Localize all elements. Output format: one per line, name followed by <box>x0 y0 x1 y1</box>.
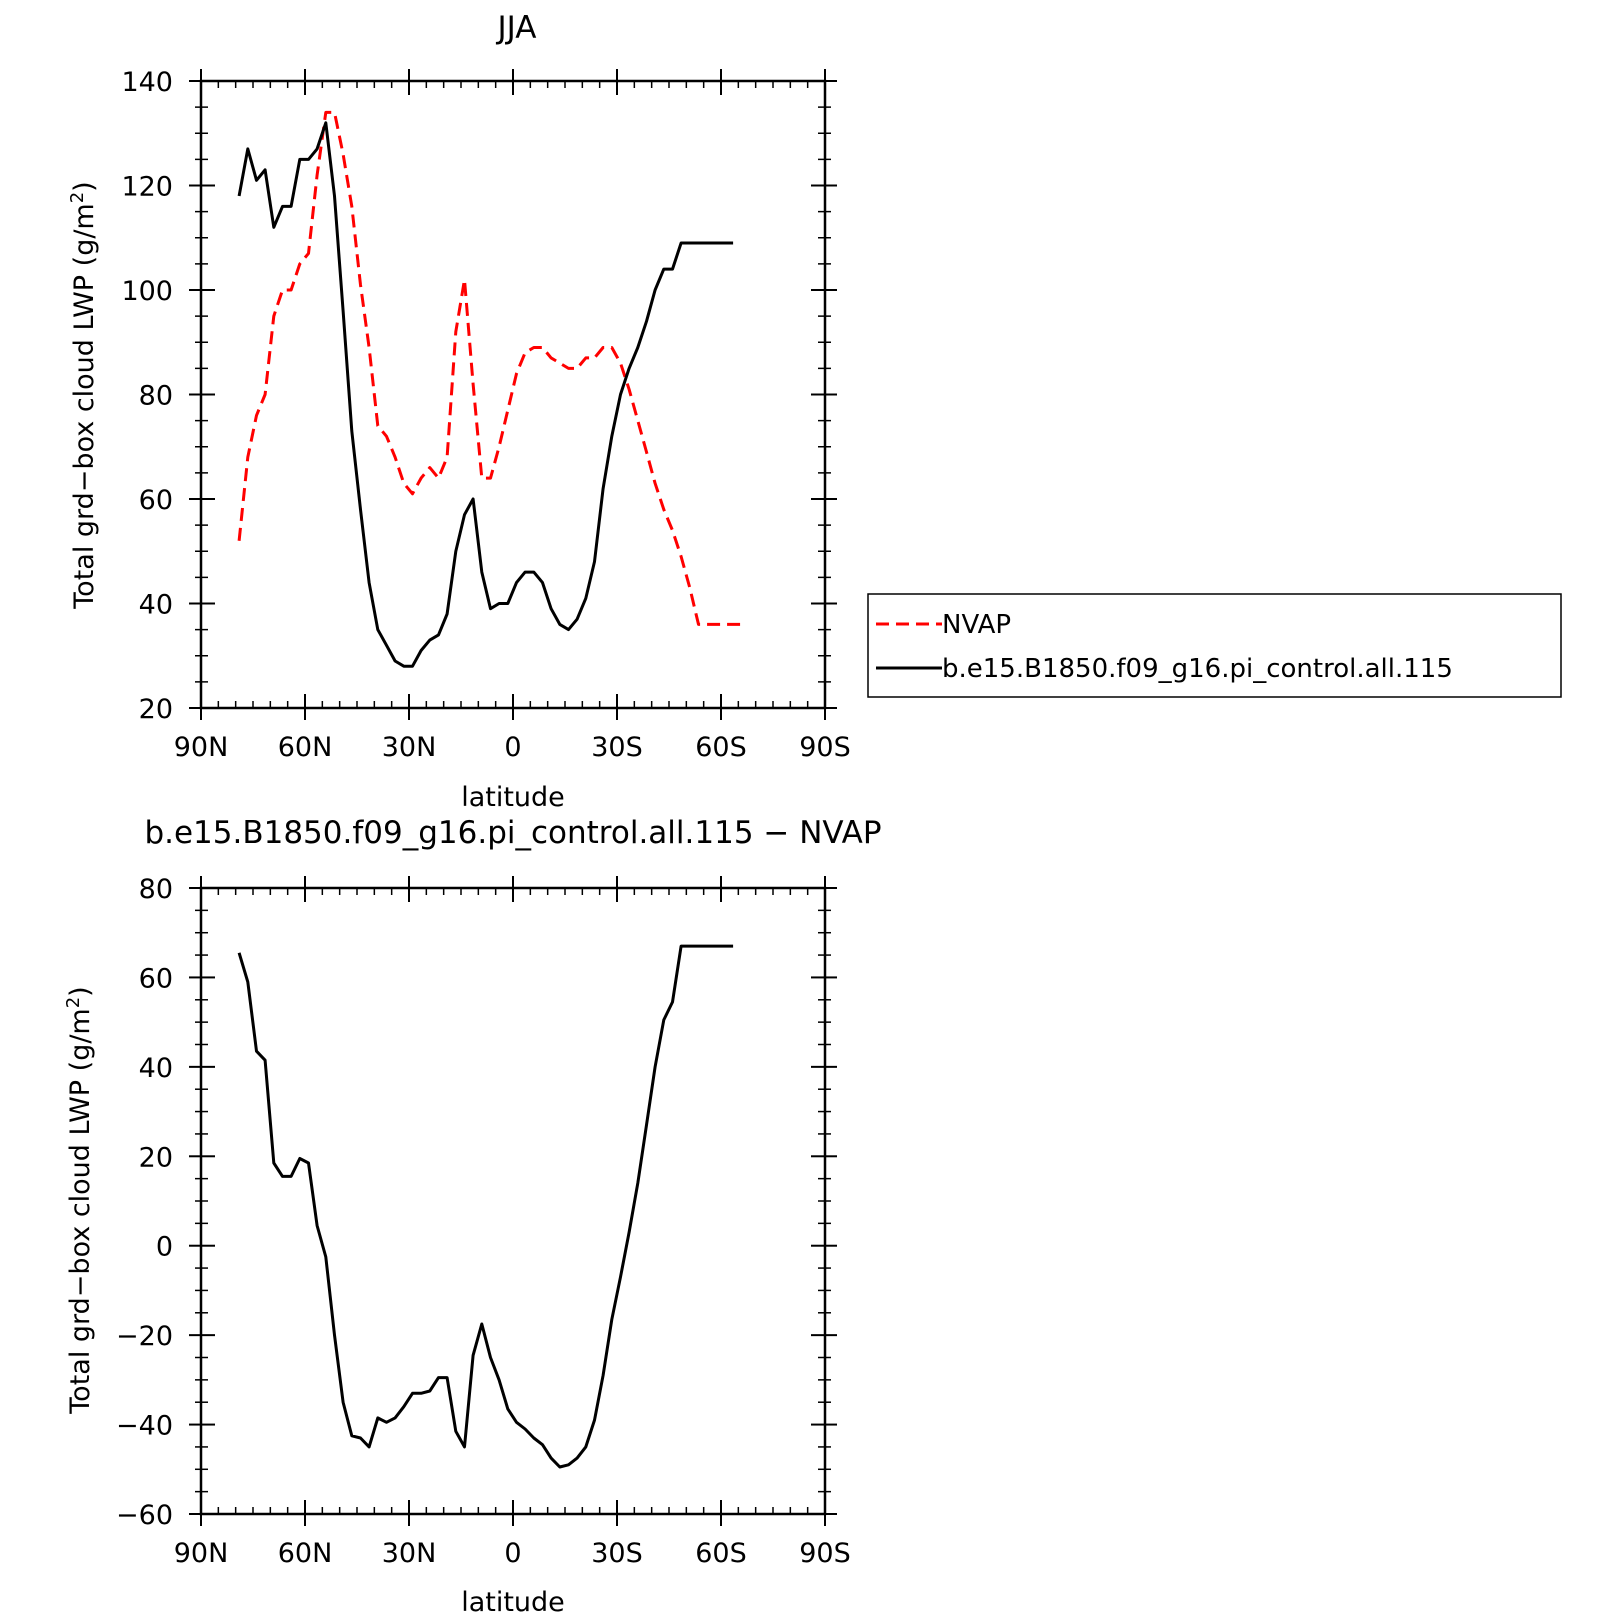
bottom-x-tick-label: 0 <box>504 1538 521 1569</box>
bottom-y-tick-label: 0 <box>156 1232 173 1263</box>
legend-box <box>867 593 1562 698</box>
bottom-plot-frame <box>199 886 827 1516</box>
top-y-tick-label: 140 <box>121 67 173 98</box>
bottom-series-line-model <box>237 944 734 1469</box>
bottom-x-tick-label: 30N <box>382 1538 437 1569</box>
top-x-tick-label: 60S <box>695 732 747 763</box>
bottom-x-axis-title: latitude <box>461 1587 565 1618</box>
bottom-chart-title: b.e15.B1850.f09_g16.pi_control.all.115 −… <box>144 815 881 851</box>
bottom-y-tick-label: −40 <box>116 1411 173 1442</box>
top-series-group <box>237 110 742 668</box>
top-x-tick-label: 90S <box>799 732 851 763</box>
top-x-tick-label: 30S <box>591 732 643 763</box>
bottom-y-tick-labels: −60 −40 −20 0 20 40 60 80 <box>116 874 173 1531</box>
top-x-tick-label: 30N <box>382 732 437 763</box>
bottom-y-tick-label: 60 <box>139 963 173 994</box>
top-chart-panel: JJA 90N 60N 30N 0 30S 60S 90S 20 40 60 80 100 120 14… <box>67 10 1562 813</box>
bottom-x-tick-label: 30S <box>591 1538 643 1569</box>
bottom-x-tick-label: 90S <box>799 1538 851 1569</box>
bottom-x-tick-label: 60N <box>278 1538 333 1569</box>
top-series-line-nvap <box>237 110 742 626</box>
bottom-x-tick-label: 90N <box>174 1538 229 1569</box>
top-axis-ticks <box>189 69 837 720</box>
top-y-tick-label: 120 <box>121 172 173 203</box>
bottom-x-tick-label: 60S <box>695 1538 747 1569</box>
top-chart-title: JJA <box>496 10 537 46</box>
bottom-y-tick-label: −20 <box>116 1321 173 1352</box>
top-x-tick-labels: 90N 60N 30N 0 30S 60S 90S <box>174 732 851 763</box>
top-y-tick-label: 80 <box>139 381 173 412</box>
bottom-axis-ticks <box>189 876 837 1526</box>
legend: NVAP b.e15.B1850.f09_g16.pi_control.all.… <box>867 593 1562 698</box>
bottom-y-tick-label: −60 <box>116 1500 173 1531</box>
top-x-tick-label: 60N <box>278 732 333 763</box>
top-x-tick-label: 90N <box>174 732 229 763</box>
top-y-tick-label: 100 <box>121 276 173 307</box>
bottom-x-tick-labels: 90N 60N 30N 0 30S 60S 90S <box>174 1538 851 1569</box>
top-y-tick-label: 60 <box>139 485 173 516</box>
top-y-tick-labels: 20 40 60 80 100 120 140 <box>121 67 173 725</box>
bottom-series-group <box>237 944 734 1469</box>
top-x-axis-title: latitude <box>461 782 565 813</box>
top-series-line-model <box>237 121 734 668</box>
top-y-tick-label: 40 <box>139 590 173 621</box>
top-x-tick-label: 0 <box>504 732 521 763</box>
bottom-y-tick-label: 40 <box>139 1053 173 1084</box>
legend-label-model: b.e15.B1850.f09_g16.pi_control.all.115 <box>942 654 1453 684</box>
bottom-y-axis-title: Total grd−box cloud LWP (g/m2) <box>63 986 96 1414</box>
bottom-chart-panel: b.e15.B1850.f09_g16.pi_control.all.115 −… <box>63 815 882 1618</box>
top-y-tick-label: 20 <box>139 694 173 725</box>
legend-label-nvap: NVAP <box>942 610 1011 640</box>
top-y-axis-title: Total grd−box cloud LWP (g/m2) <box>67 181 100 609</box>
bottom-y-tick-label: 80 <box>139 874 173 905</box>
bottom-y-tick-label: 20 <box>139 1142 173 1173</box>
